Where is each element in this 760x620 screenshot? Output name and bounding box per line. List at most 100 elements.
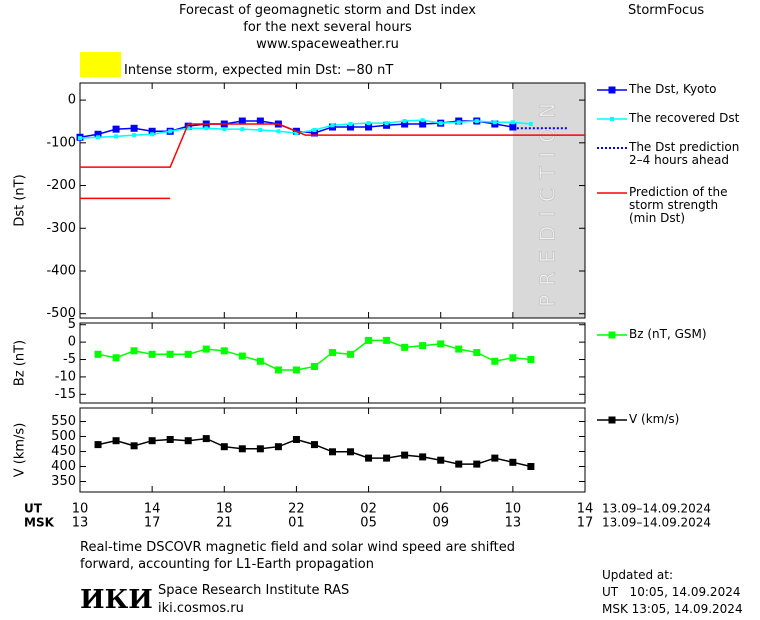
data-point	[365, 336, 373, 344]
data-point	[112, 437, 120, 445]
data-point	[258, 128, 263, 132]
data-point	[474, 119, 479, 124]
x-tick-label: 10	[72, 502, 89, 517]
x2-tick-label: 13	[72, 516, 89, 531]
site-url: www.spaceweather.ru	[256, 37, 399, 52]
x-tick-label: 06	[432, 502, 449, 517]
updated-msk: MSK 13:05, 14.09.2024	[602, 602, 743, 616]
x-tick-label: 22	[288, 502, 305, 517]
y-tick-label: -200	[46, 178, 76, 193]
data-point	[94, 441, 102, 449]
y-tick-label: 400	[51, 459, 76, 474]
data-point	[202, 435, 210, 443]
data-point	[240, 127, 245, 132]
x-tick-label: 14	[144, 502, 161, 517]
data-point	[401, 451, 409, 459]
y-axis-label: V (km/s)	[13, 423, 28, 478]
data-point	[383, 336, 391, 344]
x-tick-label: 10	[505, 502, 522, 517]
data-point	[78, 136, 82, 141]
institute: Space Research Institute RAS	[158, 583, 350, 598]
data-point	[256, 357, 264, 365]
data-point	[330, 123, 335, 128]
y-tick-label: -100	[46, 135, 76, 150]
data-point	[292, 436, 300, 443]
y-tick-label: 5	[68, 317, 76, 332]
y-tick-label: 0	[68, 93, 76, 108]
data-point	[312, 128, 317, 132]
data-point	[114, 134, 119, 139]
data-point	[186, 126, 191, 131]
data-point	[528, 122, 533, 127]
data-point	[130, 347, 138, 355]
data-point	[148, 127, 156, 135]
x2-date: 13.09–14.09.2024	[602, 516, 711, 530]
data-point	[292, 366, 300, 374]
data-point	[509, 123, 517, 131]
data-point	[383, 454, 391, 462]
data-point	[274, 366, 282, 374]
data-point	[527, 463, 535, 470]
legend-label: The Dst prediction 2–4 hours ahead	[629, 140, 740, 167]
data-point	[419, 120, 427, 128]
x2-tick-label: 21	[216, 516, 233, 531]
data-point	[510, 120, 515, 125]
x2-tick-label: 17	[577, 516, 594, 531]
data-point	[222, 127, 227, 132]
data-point	[455, 460, 463, 468]
data-point	[420, 118, 425, 123]
data-point	[437, 340, 445, 348]
x-tick-label: 02	[360, 502, 377, 517]
data-point	[220, 347, 228, 355]
data-point	[294, 130, 299, 135]
data-point	[329, 448, 336, 456]
legend-label: The recovered Dst	[629, 111, 740, 125]
data-point	[348, 122, 353, 127]
legend-marker	[610, 117, 614, 121]
brand: StormFocus	[628, 3, 705, 18]
data-point	[347, 123, 355, 131]
y-axis-label: Dst (nT)	[13, 174, 28, 226]
data-point	[509, 458, 517, 466]
data-point	[112, 125, 120, 133]
data-point	[148, 350, 156, 358]
data-point	[238, 445, 246, 453]
data-point	[384, 121, 389, 126]
data-point	[310, 441, 318, 449]
y-axis-label: Bz (nT)	[13, 340, 28, 386]
data-point	[166, 350, 174, 358]
status-text: Intense storm, expected min Dst: −80 nT	[124, 63, 394, 78]
legend-label: V (km/s)	[629, 412, 680, 426]
data-point	[365, 454, 373, 462]
data-point	[184, 350, 192, 358]
data-point	[220, 443, 228, 451]
note: forward, accounting for L1-Earth propaga…	[80, 557, 374, 572]
data-point	[168, 129, 173, 134]
subtitle: for the next several hours	[243, 20, 412, 35]
y-tick-label: 500	[51, 429, 76, 444]
data-point	[419, 342, 427, 350]
data-point	[527, 356, 535, 364]
data-point	[419, 453, 427, 461]
data-point	[94, 350, 102, 358]
data-point	[438, 121, 443, 126]
x-date: 13.09–14.09.2024	[602, 502, 711, 516]
data-point	[148, 437, 156, 445]
updated-label: Updated at:	[602, 568, 673, 582]
data-point	[509, 354, 517, 362]
y-tick-label: 0	[68, 335, 76, 350]
logo: ИКИ	[80, 585, 153, 615]
data-point	[329, 349, 336, 357]
data-point	[184, 437, 192, 445]
institute-url: iki.cosmos.ru	[158, 601, 244, 616]
legend-label: Prediction of the storm strength (min Ds…	[629, 185, 728, 225]
y-tick-label: -300	[46, 221, 76, 236]
data-point	[130, 442, 138, 450]
data-point	[150, 132, 155, 137]
data-point	[491, 454, 499, 462]
y-tick-label: -5	[63, 352, 76, 367]
series-line	[79, 119, 531, 139]
y-tick-label: -10	[55, 369, 76, 384]
